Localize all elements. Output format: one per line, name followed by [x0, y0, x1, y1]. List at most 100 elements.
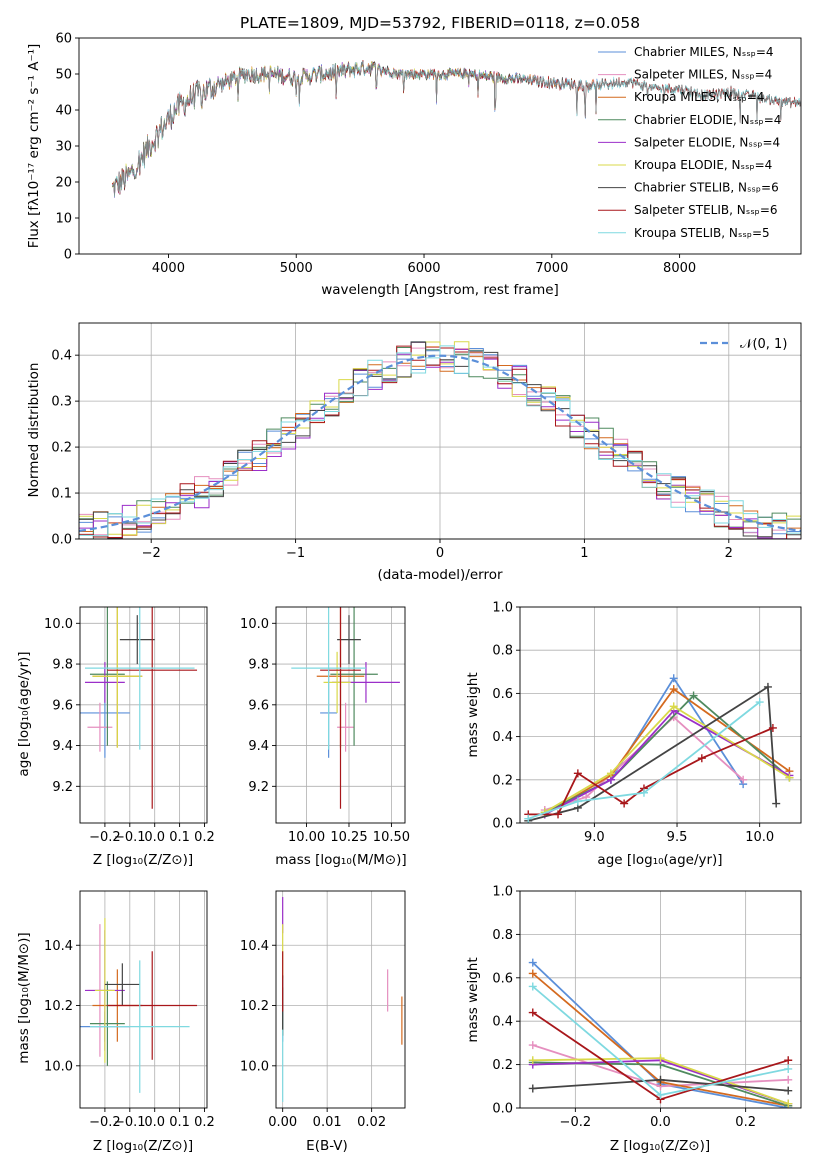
x-tick-label: 6000 [407, 261, 440, 276]
legend-label: Chabrier MILES, Nₛₛₚ=4 [634, 45, 774, 59]
axes-frame [519, 890, 802, 1109]
axes-frame [275, 606, 406, 824]
massweight-line [528, 727, 774, 816]
x-tick-label: 0.0 [144, 1115, 165, 1130]
legend-label: Salpeter MILES, Nₛₛₚ=4 [634, 68, 772, 82]
plot-area [528, 958, 793, 1108]
mwZ-y-label: mass weight [465, 957, 481, 1042]
x-tick-label: 10.25 [330, 830, 367, 845]
hist-legend-label: 𝒩(0, 1) [740, 337, 787, 352]
y-tick-label: 1.0 [492, 601, 513, 616]
ageZ-x-label: Z [log₁₀(Z/Z⊙)] [93, 852, 193, 868]
axes-frame [275, 890, 406, 1109]
massweight-vs-metallicity-plot: Z [log₁₀(Z/Z⊙)] mass weight −0.2 0.0 0.2 0.… [465, 885, 802, 1154]
massE-x-label: E(B-V) [306, 1138, 348, 1154]
y-tick-label: 0.1 [51, 487, 72, 502]
ageZ-y-label: age [log₁₀(age/yr)] [16, 651, 32, 776]
massweight-marker [528, 1008, 537, 1017]
x-tick-label: 0.00 [268, 1115, 297, 1130]
x-tick-label: 8000 [663, 261, 696, 276]
massweight-marker [524, 814, 533, 823]
axes-frame [519, 606, 802, 824]
y-tick-label: 9.8 [248, 658, 269, 673]
massweight-marker [689, 691, 698, 700]
x-tick-label: 9.0 [584, 830, 605, 845]
spectrum-x-label: wavelength [Angstrom, rest frame] [321, 282, 559, 298]
x-tick-label: 0.1 [169, 830, 190, 845]
mwAge-x-label: age [log₁₀(age/yr)] [597, 852, 722, 868]
x-tick-label: −0.2 [89, 1115, 121, 1130]
spectrum-title: PLATE=1809, MJD=53792, FIBERID=0118, z=0… [240, 14, 640, 32]
mass-vs-ebv-plot: E(B-V) 0.00 0.01 0.02 10.0 10.2 10.4 [240, 890, 406, 1154]
plot-area [79, 341, 801, 539]
y-tick-label: 30 [55, 140, 72, 155]
y-tick-label: 0.0 [51, 533, 72, 548]
y-tick-label: 0.8 [492, 644, 513, 659]
y-tick-label: 40 [55, 104, 72, 119]
massweight-marker [528, 1084, 537, 1093]
residual-histogram: (data-model)/error Normed distribution 𝒩… [26, 322, 802, 583]
massweight-line [544, 694, 790, 814]
x-tick-label: 10.50 [373, 830, 410, 845]
massweight-marker [528, 982, 537, 991]
axes-frame [79, 890, 208, 1109]
x-tick-label: −2 [142, 546, 161, 561]
massweight-marker [606, 769, 615, 778]
massweight-marker [573, 769, 582, 778]
x-tick-label: 0.0 [144, 830, 165, 845]
plot-area [282, 897, 403, 1102]
y-tick-label: 0.4 [492, 1015, 513, 1030]
y-tick-label: 0.4 [492, 730, 513, 745]
plot-area [80, 607, 198, 809]
y-tick-label: 9.6 [248, 698, 269, 713]
spectrum-plot: PLATE=1809, MJD=53792, FIBERID=0118, z=0… [26, 14, 802, 298]
x-tick-label: 1 [580, 546, 588, 561]
massweight-marker [785, 773, 794, 782]
legend-label: Salpeter STELIB, Nₛₛₚ=6 [634, 203, 778, 217]
legend-label: Salpeter ELODIE, Nₛₛₚ=4 [634, 135, 780, 149]
y-tick-label: 1.0 [492, 885, 513, 900]
massweight-marker [669, 702, 678, 711]
x-tick-label: 5000 [280, 261, 313, 276]
y-tick-label: 10.2 [240, 999, 269, 1014]
massweight-marker [739, 775, 748, 784]
massweight-marker [656, 1054, 665, 1063]
massweight-marker [656, 1090, 665, 1099]
y-tick-label: 10.4 [44, 939, 73, 954]
spectrum-model-line [111, 61, 527, 194]
massweight-marker [697, 754, 706, 763]
massweight-marker [784, 1056, 793, 1065]
x-tick-label: 0 [436, 546, 444, 561]
spectrum-model-line [111, 61, 801, 198]
y-tick-label: 10.2 [44, 999, 73, 1014]
x-tick-label: 4000 [152, 261, 185, 276]
massweight-marker [784, 1064, 793, 1073]
hist-y-label: Normed distribution [26, 363, 42, 498]
legend-label: Chabrier ELODIE, Nₛₛₚ=4 [634, 113, 781, 127]
massweight-marker [669, 674, 678, 683]
histogram-steps [79, 345, 801, 539]
x-tick-label: 0.0 [650, 1115, 671, 1130]
x-tick-label: 2 [725, 546, 733, 561]
y-tick-label: 9.4 [248, 739, 269, 754]
age-vs-mass-plot: mass [log₁₀(M/M⊙)] 10.00 10.25 10.50 9.2 9.4… [240, 606, 410, 868]
axes-frame [78, 37, 802, 255]
x-tick-label: −0.2 [89, 830, 121, 845]
x-tick-label: 0.2 [735, 1115, 756, 1130]
spectrum-model-line [111, 61, 527, 195]
mwAge-y-label: mass weight [465, 672, 481, 757]
legend-label: Kroupa MILES, Nₛₛₚ=4 [634, 90, 764, 104]
age-vs-metallicity-plot: Z [log₁₀(Z/Z⊙)] age [log₁₀(age/yr)] −0.2… [16, 606, 215, 868]
y-tick-label: 9.6 [52, 698, 73, 713]
y-tick-label: 0.2 [51, 441, 72, 456]
legend-label: Kroupa ELODIE, Nₛₛₚ=4 [634, 158, 772, 172]
x-tick-label: 0.1 [169, 1115, 190, 1130]
hist-x-label: (data-model)/error [377, 567, 503, 583]
y-tick-label: 9.2 [248, 780, 269, 795]
plot-area [111, 59, 801, 198]
y-tick-label: 0.6 [492, 971, 513, 986]
massweight-line [544, 705, 790, 813]
massZ-x-label: Z [log₁₀(Z/Z⊙)] [93, 1138, 193, 1154]
massweight-marker [554, 810, 563, 819]
